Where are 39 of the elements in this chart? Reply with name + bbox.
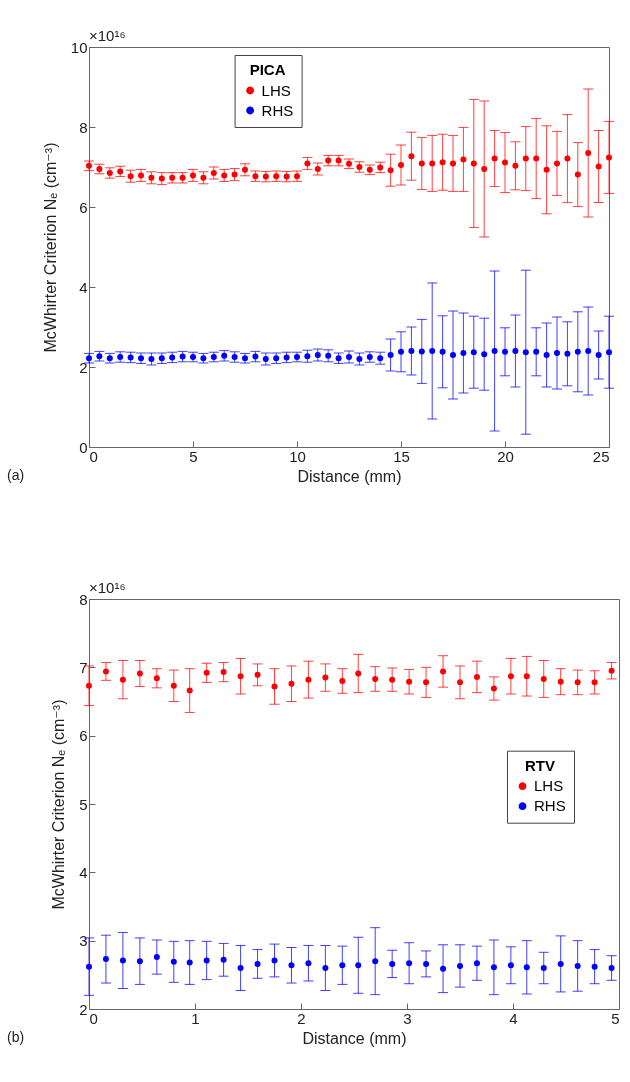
y-tick-label: 5 [79, 795, 88, 813]
legend-title: PICA [249, 61, 286, 78]
x-tick-label: 20 [497, 447, 514, 465]
y-tick-label: 4 [79, 278, 88, 296]
legend-label: LHS [261, 81, 291, 99]
y-tick-label: 6 [79, 198, 88, 216]
point [585, 348, 592, 354]
legend-label: LHS [534, 777, 564, 795]
y-tick-label: 3 [79, 932, 88, 950]
y-tick-label: 2 [79, 358, 88, 376]
text: ×10¹⁶ [89, 579, 126, 596]
x-tick-label: 3 [403, 1009, 412, 1027]
y-tick-label: 10 [70, 38, 88, 56]
legend-label: RHS [534, 797, 566, 815]
point [429, 348, 436, 354]
legend-title: RTV [525, 756, 555, 774]
text: (a) [7, 467, 25, 483]
legend-label: RHS [261, 101, 294, 119]
y-axis-title: McWhirter Criterion Nₑ (cm⁻³) [50, 699, 68, 910]
point [481, 166, 488, 172]
x-tick-label: 2 [297, 1009, 306, 1027]
y-tick-label: 8 [79, 590, 88, 608]
x-axis-title: Distance (mm) [297, 467, 402, 485]
x-tick-label: 1 [191, 1009, 200, 1027]
y-tick-label: 6 [79, 727, 88, 745]
y-tick-label: 8 [79, 118, 88, 136]
y-tick-label: 7 [79, 658, 88, 676]
x-axis-title: Distance (mm) [302, 1029, 407, 1047]
x-tick-label: 4 [509, 1009, 518, 1027]
x-tick-label: 5 [611, 1009, 620, 1027]
text: (b) [7, 1029, 25, 1045]
y-tick-label: 4 [79, 863, 88, 881]
x-tick-label: 25 [592, 447, 610, 465]
text: ×10¹⁶ [89, 27, 126, 44]
y-axis-title: McWhirter Criterion Nₑ (cm⁻³) [41, 142, 59, 353]
point [585, 150, 592, 156]
x-tick-label: 10 [289, 447, 306, 465]
x-tick-label: 15 [393, 447, 410, 465]
x-tick-label: 5 [189, 447, 198, 465]
